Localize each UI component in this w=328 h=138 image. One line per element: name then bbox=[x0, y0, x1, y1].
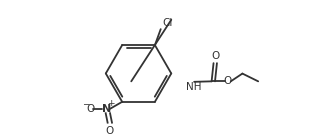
Text: N: N bbox=[102, 104, 111, 114]
Text: NH: NH bbox=[186, 82, 202, 92]
Text: O: O bbox=[211, 51, 219, 61]
Text: O: O bbox=[223, 76, 232, 86]
Text: −: − bbox=[82, 99, 90, 108]
Text: O: O bbox=[105, 126, 114, 136]
Text: +: + bbox=[107, 99, 115, 108]
Text: O: O bbox=[86, 104, 94, 114]
Text: Cl: Cl bbox=[163, 18, 173, 28]
